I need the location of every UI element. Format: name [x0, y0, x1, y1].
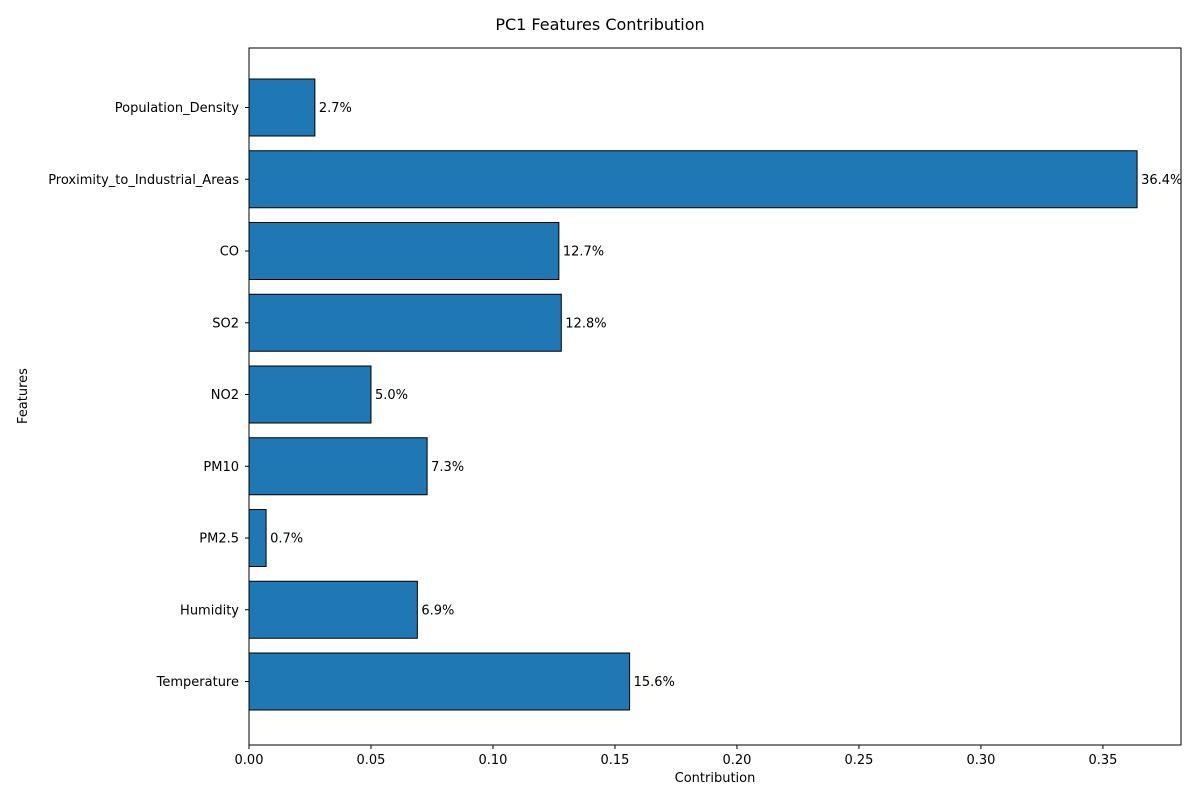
y-tick-label: PM10 — [203, 460, 239, 475]
data-label: 5.0% — [375, 388, 408, 403]
data-label: 7.3% — [431, 460, 464, 475]
y-tick-label: PM2.5 — [199, 532, 239, 547]
chart-title: PC1 Features Contribution — [495, 15, 704, 34]
data-label: 2.7% — [319, 101, 352, 116]
y-tick-label: Temperature — [156, 675, 239, 690]
data-label: 12.8% — [565, 316, 606, 331]
bar — [248, 293, 562, 352]
bar — [248, 222, 560, 280]
data-label: 15.6% — [634, 675, 675, 690]
data-label: 12.7% — [563, 245, 604, 260]
plot-area: 15.6% Temperature 6.9% Humidity 0.7% PM2.5 7.3… — [48, 47, 1182, 768]
y-axis-label: Features — [16, 368, 31, 424]
y-tick-label: SO2 — [212, 316, 239, 331]
x-tick-label: 0.35 — [1088, 753, 1117, 768]
x-axis-label: Contribution — [675, 771, 756, 786]
bar — [248, 580, 418, 639]
data-label: 6.9% — [421, 603, 454, 618]
bar — [248, 652, 631, 711]
y-tick-label: Proximity_to_Industrial_Areas — [48, 173, 239, 188]
x-tick-label: 0.25 — [844, 753, 873, 768]
data-label: 36.4% — [1141, 173, 1182, 188]
x-tick-label: 0.00 — [235, 753, 264, 768]
bar — [248, 509, 267, 567]
data-label: 0.7% — [270, 532, 303, 547]
x-tick-label: 0.05 — [357, 753, 386, 768]
x-tick-label: 0.15 — [600, 753, 629, 768]
x-tick-label: 0.20 — [722, 753, 751, 768]
bar — [248, 78, 316, 137]
x-tick-label: 0.10 — [479, 753, 508, 768]
y-tick-label: NO2 — [211, 388, 239, 403]
y-tick-label: Population_Density — [115, 101, 240, 116]
y-tick-label: CO — [220, 245, 239, 260]
axes-frame — [248, 47, 1182, 746]
bar — [248, 365, 372, 424]
x-tick-label: 0.30 — [966, 753, 995, 768]
bar — [248, 437, 428, 496]
bar — [248, 150, 1138, 209]
y-tick-label: Humidity — [180, 603, 239, 618]
